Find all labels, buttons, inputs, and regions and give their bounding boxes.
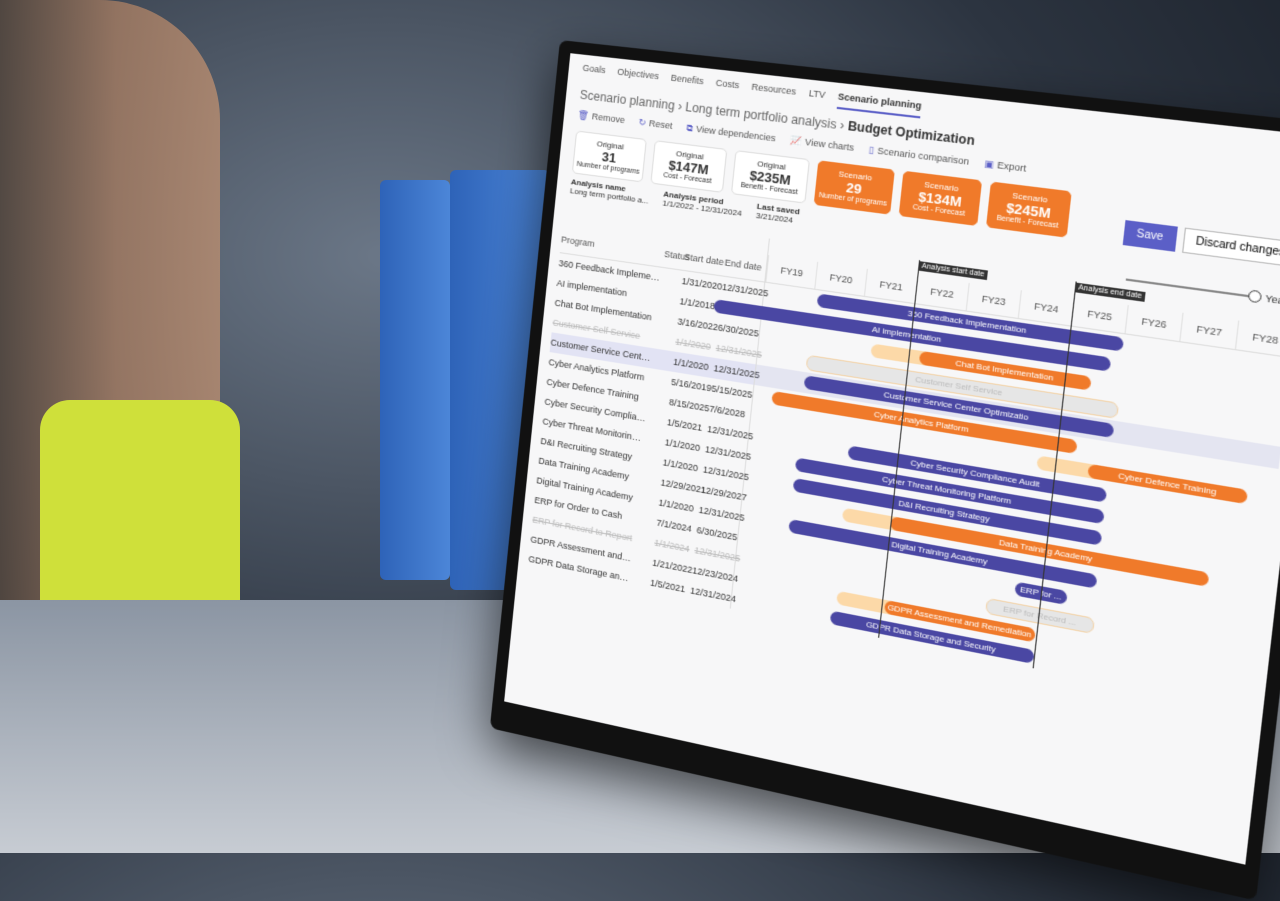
col-end[interactable]: End date bbox=[724, 257, 763, 273]
gantt-bar[interactable]: Cyber Defence Training bbox=[1087, 463, 1249, 505]
scenario-card: Scenario 29 Number of programs bbox=[813, 160, 895, 215]
start-date: 3/16/2022 bbox=[677, 316, 719, 333]
status-cell bbox=[641, 479, 661, 483]
status-cell bbox=[645, 439, 665, 442]
tab-costs[interactable]: Costs bbox=[715, 77, 740, 91]
end-date: 12/31/2025 bbox=[698, 504, 746, 524]
comparison-icon: ▯ bbox=[868, 144, 875, 156]
start-date: 5/16/2019 bbox=[670, 376, 713, 394]
end-date: 12/29/2027 bbox=[700, 484, 748, 503]
col-status[interactable]: Status bbox=[663, 248, 691, 263]
start-date: 1/5/2021 bbox=[649, 577, 686, 595]
slider-label: Years bbox=[1264, 292, 1280, 308]
save-button[interactable]: Save bbox=[1122, 220, 1178, 252]
status-cell bbox=[651, 379, 671, 382]
trash-icon: 🗑 bbox=[577, 109, 590, 121]
start-date: 12/29/2021 bbox=[660, 477, 707, 496]
chart-icon: 📈 bbox=[789, 134, 803, 147]
status-cell bbox=[633, 559, 653, 563]
status-cell bbox=[647, 419, 667, 422]
binder bbox=[380, 180, 450, 580]
start-date: 1/1/2020 bbox=[674, 336, 712, 353]
end-date: 12/31/2025 bbox=[704, 444, 752, 463]
excel-icon: ▣ bbox=[983, 158, 995, 170]
end-date: 12/23/2024 bbox=[691, 565, 739, 585]
start-date: 1/5/2021 bbox=[666, 417, 703, 434]
end-date: 12/31/2025 bbox=[706, 423, 754, 442]
col-start[interactable]: Start date bbox=[683, 251, 725, 268]
start-date: 1/1/2020 bbox=[658, 497, 695, 514]
end-date: 12/31/2025 bbox=[713, 362, 761, 381]
gantt-bars: 360 Feedback Implementation AI implementa… bbox=[713, 260, 1280, 711]
start-date: 1/1/2020 bbox=[672, 356, 710, 373]
start-date: 1/31/2020 bbox=[681, 275, 723, 292]
start-date: 1/21/2022 bbox=[651, 557, 693, 576]
original-card: Original $147M Cost - Forecast bbox=[650, 140, 728, 193]
status-cell bbox=[643, 459, 663, 462]
status-cell bbox=[639, 499, 659, 503]
toolbar-label: Reset bbox=[648, 118, 674, 131]
toolbar-label: Export bbox=[996, 159, 1027, 174]
slider-knob[interactable] bbox=[1247, 289, 1263, 304]
end-date: 12/31/2025 bbox=[702, 464, 750, 483]
tab-ltv[interactable]: LTV bbox=[808, 87, 826, 101]
end-date: 12/31/2025 bbox=[721, 281, 769, 299]
status-cell bbox=[658, 318, 678, 321]
breadcrumb-separator: › bbox=[839, 117, 846, 133]
scenario-card: Scenario $134M Cost - Forecast bbox=[898, 170, 983, 227]
program-table: Program Status Start date End date 360 F… bbox=[527, 210, 770, 609]
start-date: 1/1/2024 bbox=[653, 537, 691, 555]
gantt-chart: Analysis start date Analysis end date FY1… bbox=[713, 239, 1280, 712]
start-date: 1/1/2020 bbox=[662, 457, 699, 474]
end-date: 5/15/2025 bbox=[710, 383, 753, 401]
start-date: 8/15/2025 bbox=[668, 396, 710, 414]
end-date: 12/31/2025 bbox=[693, 545, 741, 564]
start-date: 7/1/2024 bbox=[655, 517, 693, 535]
end-date: 6/30/2025 bbox=[717, 322, 760, 339]
original-card: Original 31 Number of programs bbox=[571, 130, 647, 183]
status-cell bbox=[662, 278, 682, 281]
end-date: 6/30/2025 bbox=[696, 524, 738, 543]
status-cell bbox=[653, 358, 673, 361]
end-date: 12/31/2024 bbox=[689, 585, 737, 605]
status-cell bbox=[660, 298, 680, 301]
app-screen: Goals Objectives Benefits Costs Resources LTV… bbox=[504, 53, 1280, 865]
tab-goals[interactable]: Goals bbox=[582, 62, 607, 76]
status-cell bbox=[635, 539, 655, 543]
dependencies-icon: ⧉ bbox=[686, 122, 694, 134]
original-card: Original $235M Benefit - Forecast bbox=[730, 150, 811, 204]
reset-icon: ↻ bbox=[638, 116, 647, 128]
end-date: 7/6/2028 bbox=[708, 403, 746, 420]
tab-benefits[interactable]: Benefits bbox=[670, 72, 705, 87]
status-cell bbox=[630, 579, 650, 583]
status-cell bbox=[637, 519, 657, 523]
start-date: 1/1/2020 bbox=[664, 437, 701, 454]
breadcrumb-separator: › bbox=[677, 99, 683, 114]
status-cell bbox=[649, 399, 669, 402]
status-cell bbox=[655, 338, 675, 341]
scenario-card: Scenario $245M Benefit - Forecast bbox=[985, 181, 1072, 238]
end-date: 12/31/2025 bbox=[715, 342, 763, 361]
breadcrumb-item[interactable]: Scenario planning bbox=[579, 87, 676, 113]
